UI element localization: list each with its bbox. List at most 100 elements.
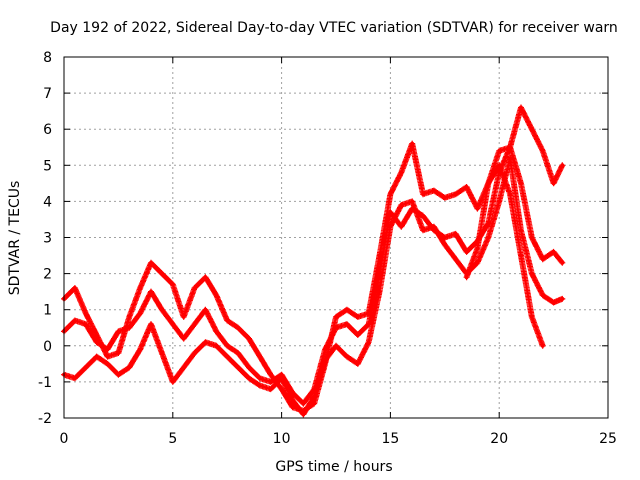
data-point: [94, 354, 99, 359]
y-axis-label: SDTVAR / TECUs: [7, 181, 23, 296]
data-point: [138, 311, 143, 316]
data-point: [72, 286, 77, 291]
data-point: [518, 253, 523, 258]
data-point: [560, 260, 565, 265]
data-point: [72, 376, 77, 381]
data-point: [236, 351, 241, 356]
data-point: [257, 376, 262, 381]
data-point: [246, 336, 251, 341]
data-point: [551, 181, 556, 186]
data-point: [149, 260, 154, 265]
data-point: [475, 206, 480, 211]
data-point: [442, 242, 447, 247]
data-point: [159, 351, 164, 356]
data-point: [170, 379, 175, 384]
data-point: [486, 181, 491, 186]
data-point: [268, 379, 273, 384]
data-point: [508, 156, 513, 161]
data-point: [355, 314, 360, 319]
data-point: [116, 372, 121, 377]
data-point: [540, 257, 545, 262]
data-point: [366, 340, 371, 345]
data-point: [72, 318, 77, 323]
series-track-3: [61, 155, 566, 418]
data-point: [464, 275, 469, 280]
data-point: [334, 314, 338, 319]
data-point: [421, 192, 426, 197]
y-tick-label: 8: [43, 50, 52, 66]
data-point: [138, 286, 143, 291]
data-point: [181, 365, 186, 370]
data-point: [410, 199, 415, 204]
y-axis-ticks: -2 -1 0 1 2 3 4 5 6 7 8: [38, 50, 608, 427]
data-point: [290, 397, 295, 402]
y-tick-label: 6: [43, 122, 52, 138]
y-tick-label: 7: [43, 86, 52, 102]
data-point: [497, 199, 502, 204]
data-point: [560, 163, 565, 168]
data-point: [138, 347, 143, 352]
data-point: [355, 361, 360, 366]
data-point: [431, 188, 436, 193]
data-point: [399, 170, 404, 175]
data-point: [442, 195, 447, 200]
data-point: [181, 314, 186, 319]
data-point: [127, 314, 132, 319]
data-point: [540, 293, 545, 298]
data-point: [279, 387, 284, 392]
data-point: [508, 145, 513, 150]
data-point: [246, 376, 251, 381]
data-point: [214, 329, 219, 334]
data-point: [225, 343, 230, 348]
data-point: [518, 181, 523, 186]
data-point: [83, 311, 88, 316]
data-point: [529, 127, 534, 132]
data-point: [497, 148, 502, 153]
data-point: [529, 235, 534, 240]
data-point: [399, 224, 404, 229]
y-tick-label: -1: [38, 375, 52, 391]
data-point: [236, 365, 241, 370]
data-point: [105, 361, 110, 366]
data-point: [83, 322, 88, 327]
data-point: [203, 275, 208, 280]
data-point: [149, 289, 154, 294]
data-point: [312, 394, 317, 399]
data-point: [116, 351, 121, 356]
data-point: [366, 322, 371, 327]
data-points: [61, 104, 566, 418]
y-tick-label: 3: [43, 231, 52, 247]
data-point: [355, 332, 360, 337]
data-point: [214, 293, 219, 298]
x-tick-label: 0: [60, 431, 69, 447]
data-point: [203, 340, 208, 345]
data-point: [388, 192, 393, 197]
data-point: [323, 347, 328, 352]
y-tick-label: 5: [43, 158, 52, 174]
data-point: [170, 282, 175, 287]
data-point: [497, 163, 502, 168]
y-tick-label: 4: [43, 194, 52, 210]
x-axis-label: GPS time / hours: [275, 459, 392, 475]
data-point: [529, 314, 534, 319]
data-point: [268, 387, 273, 392]
data-point: [246, 365, 251, 370]
data-point: [192, 322, 197, 327]
data-point: [344, 322, 349, 327]
series-track-4: [463, 162, 546, 349]
data-point: [475, 246, 480, 251]
series-markers: [61, 155, 566, 418]
data-point: [181, 336, 186, 341]
data-point: [540, 343, 545, 348]
data-point: [334, 343, 338, 348]
data-point: [127, 365, 132, 370]
data-point: [508, 192, 513, 197]
data-point: [225, 318, 230, 323]
data-point: [94, 340, 99, 345]
x-tick-label: 15: [381, 431, 399, 447]
y-tick-label: 2: [43, 267, 52, 283]
data-point: [225, 354, 230, 359]
data-point: [334, 325, 338, 330]
data-point: [301, 401, 306, 406]
data-point: [486, 235, 491, 240]
